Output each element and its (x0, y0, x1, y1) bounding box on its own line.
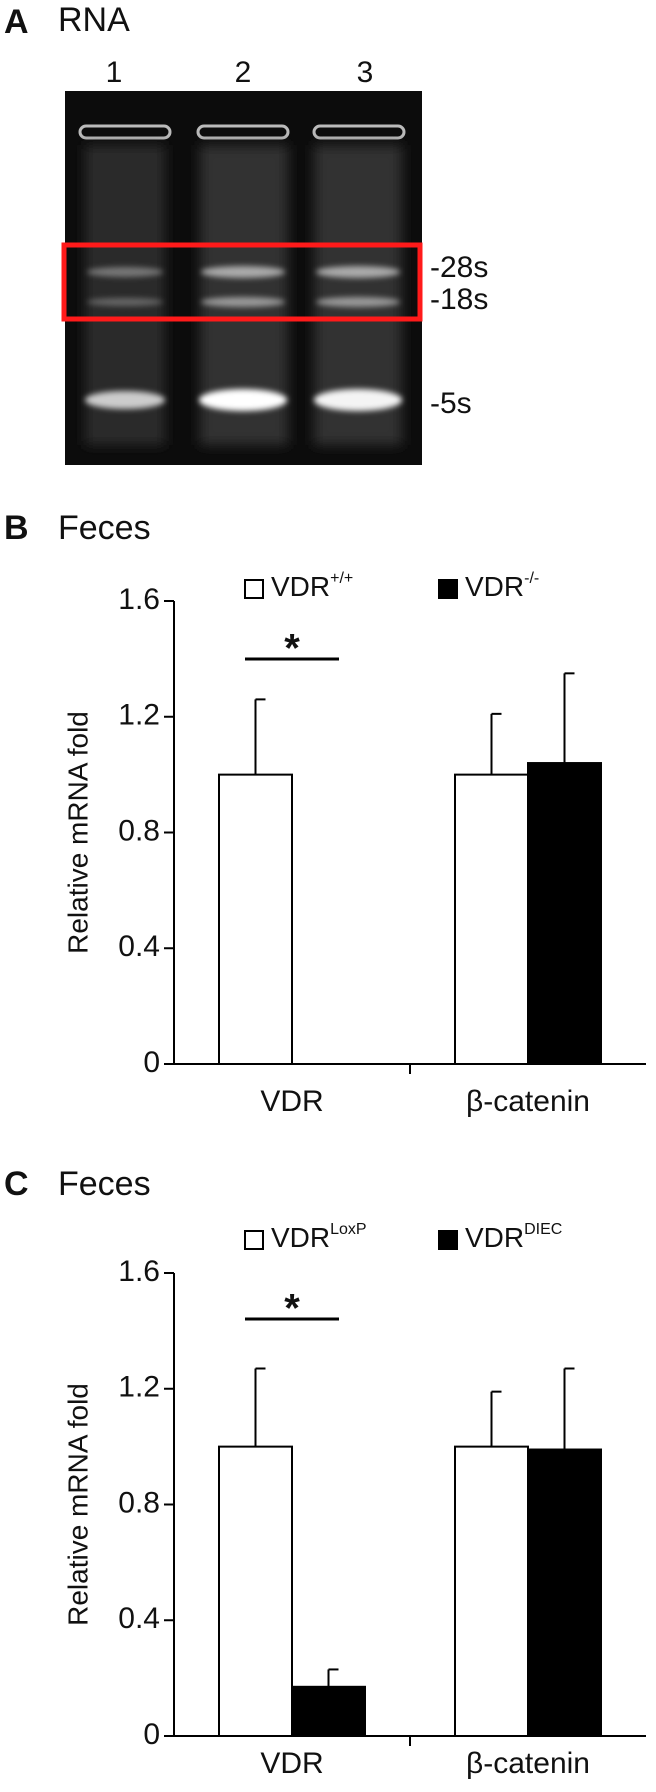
bar (454, 1445, 529, 1737)
band (201, 297, 285, 307)
x-tick-label: β-catenin (466, 1085, 590, 1118)
bar (218, 1445, 293, 1737)
legend-swatch (438, 1230, 458, 1250)
y-tick-label: 1.6 (118, 583, 160, 616)
bar (291, 1685, 366, 1738)
bar (527, 1448, 602, 1738)
well (196, 124, 290, 140)
gel-bands (78, 124, 406, 445)
x-tick-label: β-catenin (466, 1747, 590, 1780)
y-tick-label: 0 (143, 1046, 160, 1079)
y-axis-label: Relative mRNA fold (62, 1383, 93, 1626)
band-label: -18s (430, 283, 488, 316)
well (78, 124, 172, 140)
y-tick-label: 0.4 (118, 1602, 160, 1635)
band (87, 267, 163, 277)
lane-label: 2 (235, 56, 252, 89)
y-tick-label: 1.2 (118, 699, 160, 732)
legend-superscript: LoxP (330, 1221, 366, 1238)
legend-label: VDR-/- (465, 570, 539, 602)
legend-superscript: +/+ (330, 570, 353, 587)
error-bar (563, 1367, 575, 1450)
chart-title: Feces (58, 509, 151, 547)
legend-name: VDR (465, 571, 524, 602)
legend-label: VDR+/+ (271, 570, 353, 602)
error-bar (327, 1668, 339, 1687)
bar (527, 762, 602, 1065)
bar-chart: B Feces Relative mRNA fold 0 0.4 0.8 1.2 1.6 VDR… (4, 509, 646, 1118)
highlight-box (61, 242, 423, 322)
legend-label: VDRDIEC (465, 1221, 562, 1253)
legend-swatch (244, 579, 264, 599)
lane-label: 1 (106, 56, 123, 89)
band-label: -28s (430, 251, 488, 284)
well (312, 124, 406, 140)
band (87, 298, 163, 306)
x-tick-label: VDR (260, 1747, 323, 1780)
bar-chart: C Feces Relative mRNA fold 0 0.4 0.8 1.2 1.6 VDR… (4, 1165, 646, 1780)
panel-letter: C (4, 1165, 29, 1203)
lane-label: 3 (357, 56, 374, 89)
band (316, 266, 400, 278)
error-bar (563, 672, 575, 764)
error-bar (490, 712, 502, 775)
legend-superscript: -/- (524, 570, 539, 587)
panel-a: A RNA 1 2 3 -28s -18s -5s (4, 1, 488, 465)
significance-mark: * (284, 627, 300, 671)
y-axis-label: Relative mRNA fold (62, 711, 93, 954)
band-label: -5s (430, 387, 472, 420)
y-tick-label: 1.2 (118, 1371, 160, 1404)
error-bar (254, 698, 266, 775)
error-bar (490, 1390, 502, 1447)
y-tick-label: 0.4 (118, 930, 160, 963)
band (314, 389, 402, 411)
band (316, 297, 400, 307)
y-tick-label: 0 (143, 1718, 160, 1751)
y-tick-label: 1.6 (118, 1255, 160, 1288)
band (85, 391, 165, 409)
y-tick-label: 0.8 (118, 1486, 160, 1519)
x-tick-label: VDR (260, 1085, 323, 1118)
bar (454, 773, 529, 1065)
band (199, 389, 287, 411)
legend-swatch (244, 1230, 264, 1250)
y-tick-label: 0.8 (118, 814, 160, 847)
chart-title: Feces (58, 1165, 151, 1203)
panel-letter: A (4, 3, 29, 41)
panel-letter: B (4, 509, 29, 547)
legend-name: VDR (271, 571, 330, 602)
error-bar (254, 1367, 266, 1447)
legend-superscript: DIEC (524, 1221, 562, 1238)
bar (218, 773, 293, 1065)
legend-swatch (438, 579, 458, 599)
significance-mark: * (284, 1287, 300, 1331)
panel-title: RNA (58, 1, 130, 39)
legend-name: VDR (271, 1222, 330, 1253)
legend-name: VDR (465, 1222, 524, 1253)
band (201, 266, 285, 278)
legend-label: VDRLoxP (271, 1221, 367, 1253)
